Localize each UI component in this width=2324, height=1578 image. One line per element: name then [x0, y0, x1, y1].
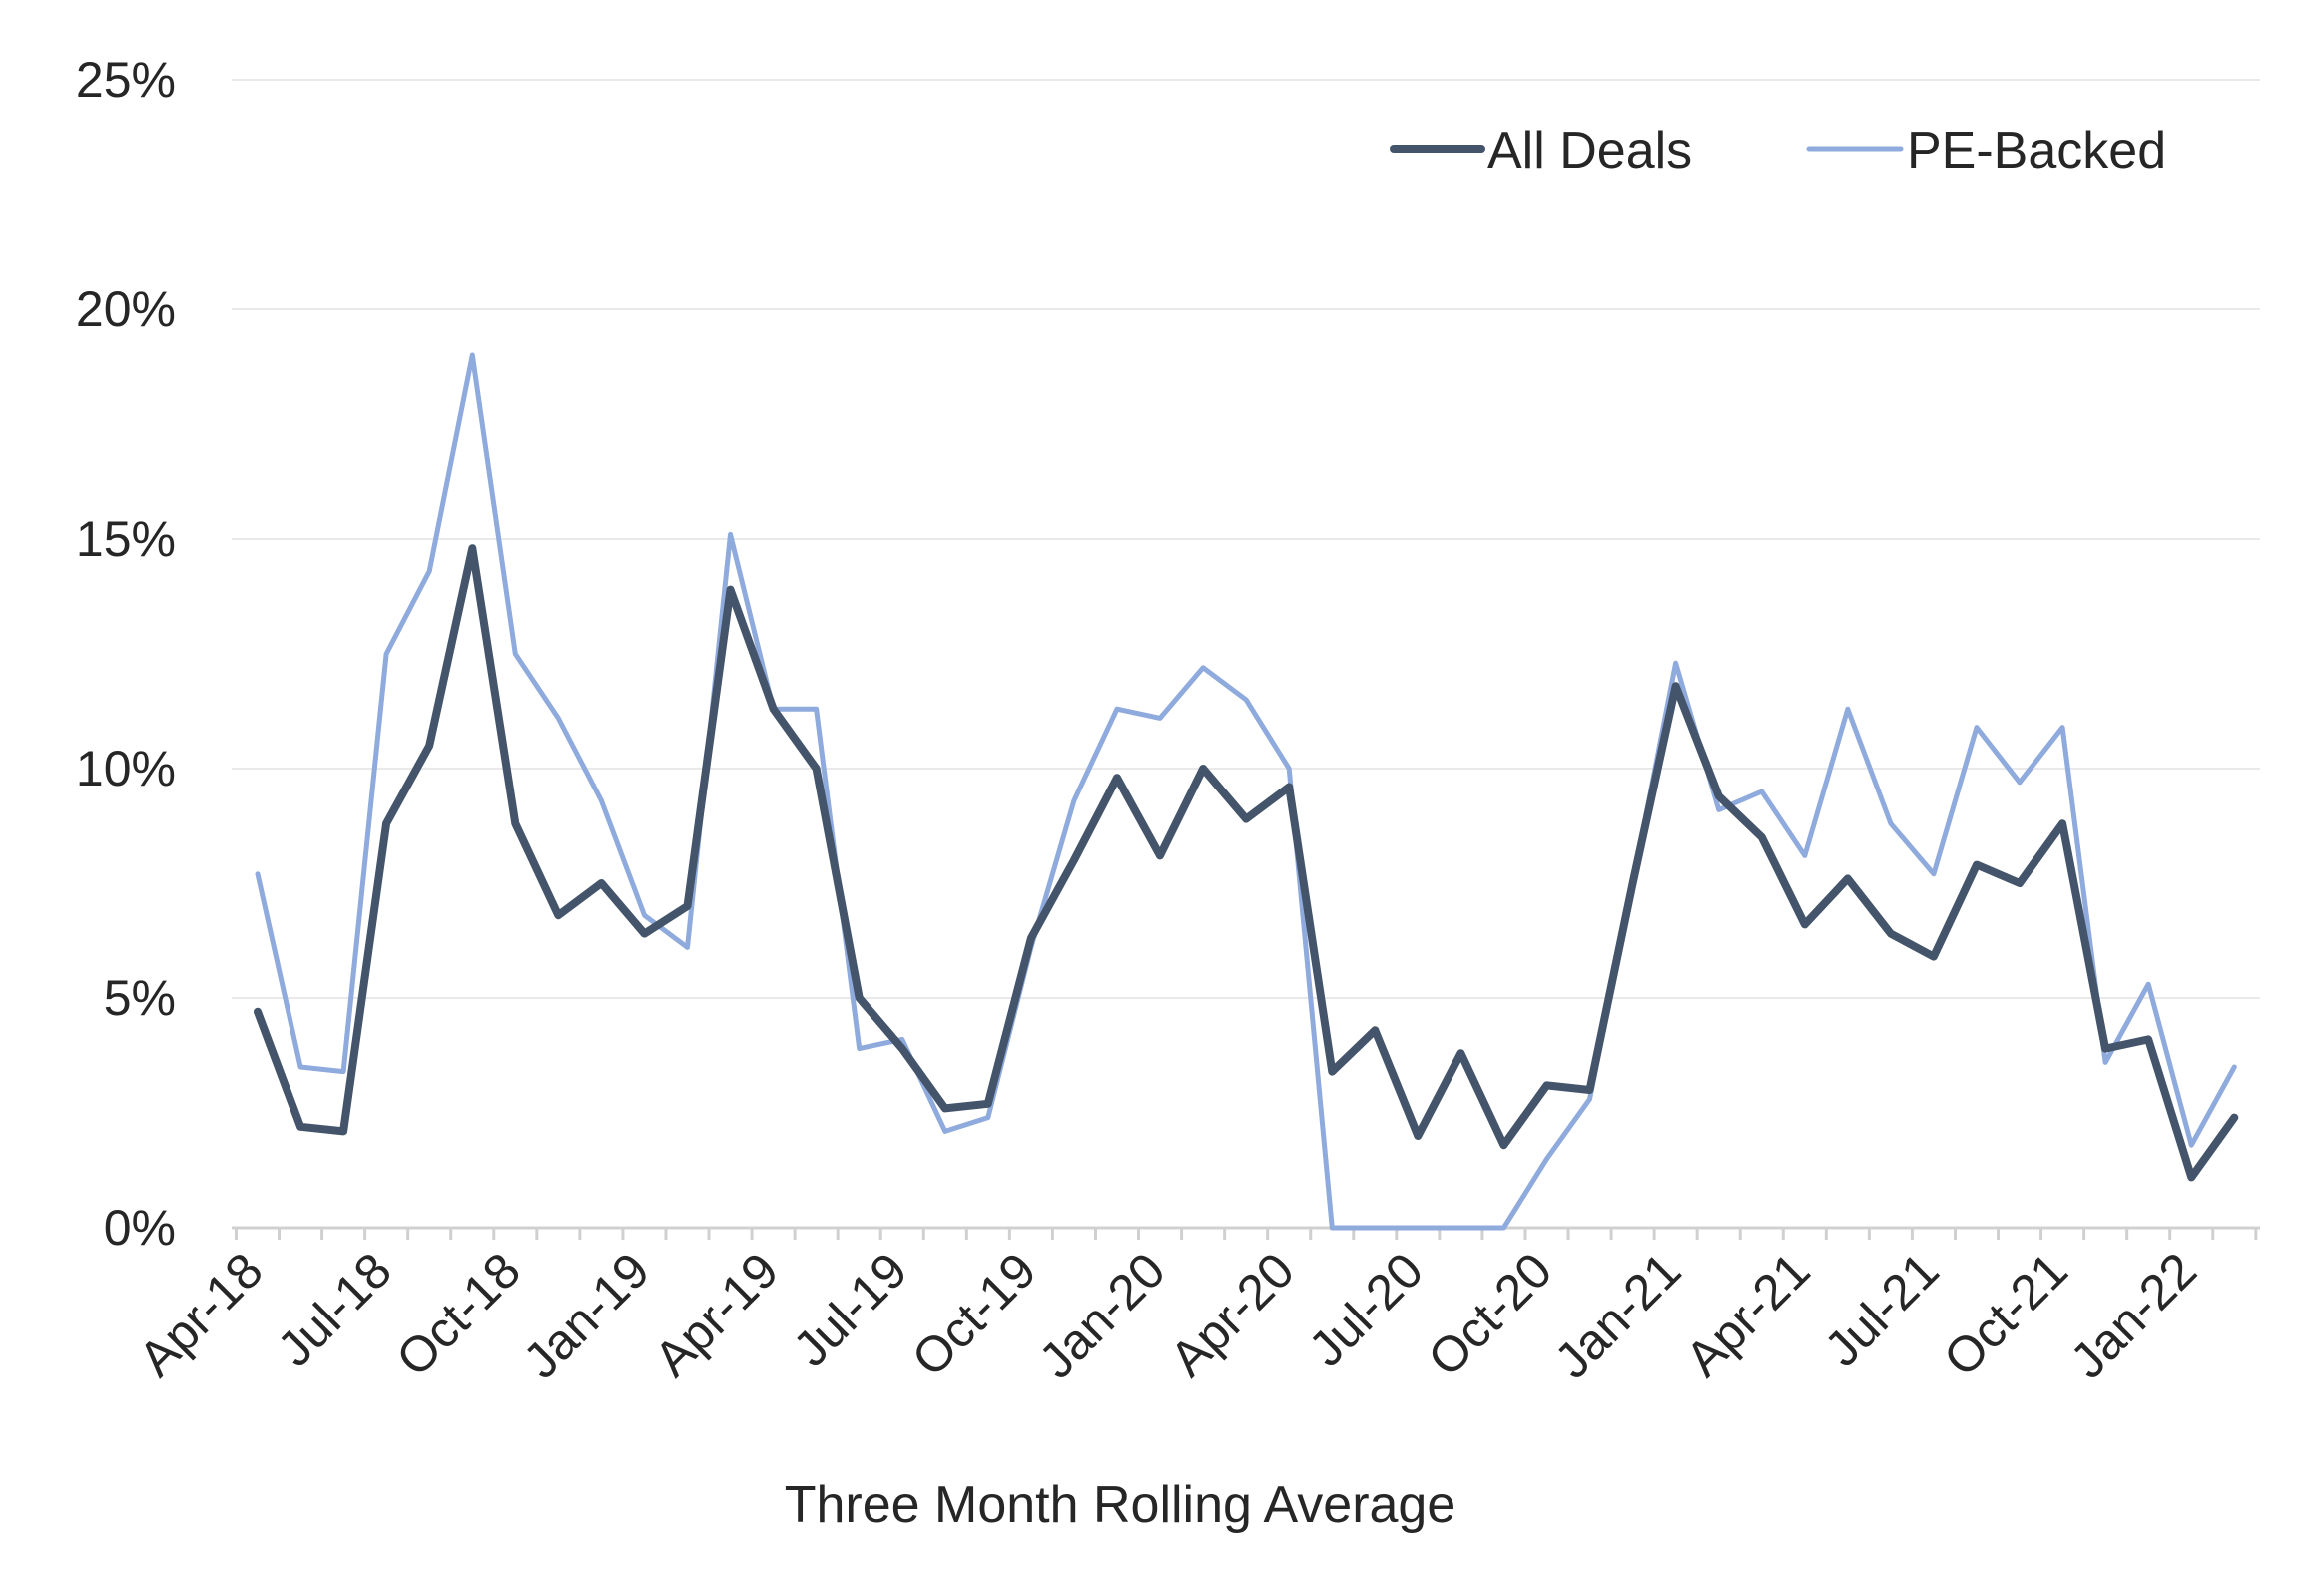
- x-tick-label: Oct-20: [1418, 1242, 1563, 1387]
- x-tick-label: Apr-21: [1675, 1242, 1821, 1387]
- x-tick-label: Jan-19: [513, 1242, 661, 1389]
- x-tick-label: Jul-20: [1298, 1242, 1434, 1377]
- x-tick-label: Jul-21: [1814, 1242, 1950, 1377]
- y-tick-label: 5%: [104, 970, 176, 1026]
- x-axis: [232, 1226, 2260, 1240]
- y-tick-label: 15%: [76, 511, 176, 567]
- x-tick-label: Jan-21: [1544, 1242, 1692, 1389]
- x-tick-label: Oct-18: [385, 1242, 531, 1387]
- gridlines: [232, 79, 2260, 999]
- x-tick-label: Oct-21: [1933, 1242, 2078, 1387]
- legend: All Deals PE-Backed: [1390, 122, 2166, 180]
- x-tick-label: Jul-19: [783, 1242, 918, 1377]
- series-line-all-deals: [254, 544, 2239, 1182]
- x-tick-label: Apr-18: [128, 1242, 274, 1387]
- x-tick-label: Jan-22: [2059, 1242, 2207, 1389]
- x-tick-label: Apr-19: [644, 1242, 790, 1387]
- y-tick-label: 20%: [76, 281, 176, 337]
- x-axis-title: Three Month Rolling Average: [785, 1476, 1456, 1534]
- y-axis-tick-labels: 0% 5% 10% 15% 20% 25%: [76, 52, 176, 1256]
- x-tick-label: Jan-20: [1028, 1242, 1176, 1389]
- x-tick-label: Oct-19: [901, 1242, 1047, 1387]
- series-lines: [254, 352, 2239, 1231]
- series-line-pe-backed: [255, 352, 2237, 1231]
- legend-label-all-deals: All Deals: [1487, 122, 1692, 180]
- y-tick-label: 0%: [104, 1200, 176, 1256]
- x-axis-tick-labels: Apr-18Jul-18Oct-18Jan-19Apr-19Jul-19Oct-…: [128, 1242, 2207, 1389]
- x-tick-label: Jul-18: [267, 1242, 402, 1377]
- legend-label-pe-backed: PE-Backed: [1907, 122, 2166, 180]
- x-tick-label: Apr-20: [1159, 1242, 1305, 1387]
- y-tick-label: 10%: [76, 741, 176, 796]
- y-tick-label: 25%: [76, 52, 176, 108]
